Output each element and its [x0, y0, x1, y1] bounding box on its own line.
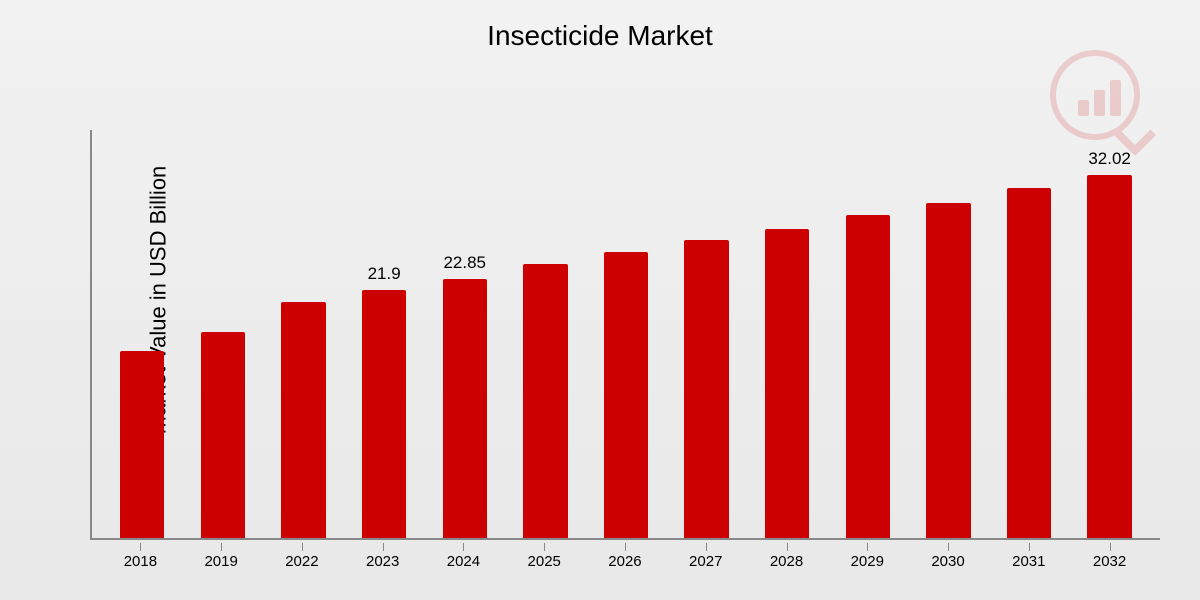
bar-group: [102, 130, 183, 538]
chart-container: Insecticide Market Market Value in USD B…: [0, 0, 1200, 600]
x-tick-label: 2018: [100, 553, 181, 570]
bar: [926, 203, 970, 538]
bar-group: [586, 130, 667, 538]
bar-group: 32.02: [1069, 130, 1150, 538]
bar: [604, 252, 648, 538]
bar-group: 22.85: [424, 130, 505, 538]
x-tick-label: 2019: [181, 553, 262, 570]
watermark-logo-icon: [1050, 50, 1140, 140]
bar: [201, 332, 245, 538]
x-tick-label: 2022: [262, 553, 343, 570]
bar-value-label: 22.85: [443, 253, 486, 273]
bar: [765, 229, 809, 538]
bar-group: 21.9: [344, 130, 425, 538]
bar-group: [505, 130, 586, 538]
bar: [846, 215, 890, 538]
bar: [120, 351, 164, 538]
bar: [362, 290, 406, 538]
bar-group: [747, 130, 828, 538]
x-tick-label: 2025: [504, 553, 585, 570]
x-tick-label: 2024: [423, 553, 504, 570]
x-tick-label: 2023: [342, 553, 423, 570]
bar: [523, 264, 567, 538]
bar-group: [666, 130, 747, 538]
bar: [1087, 175, 1131, 538]
bars-container: 21.9 22.85 32.02: [92, 130, 1160, 538]
bar: [443, 279, 487, 538]
x-tick-label: 2031: [988, 553, 1069, 570]
x-tick-label: 2026: [585, 553, 666, 570]
bar-group: [263, 130, 344, 538]
x-axis: 2018201920222023202420252026202720282029…: [90, 553, 1160, 570]
x-tick-label: 2029: [827, 553, 908, 570]
bar: [1007, 188, 1051, 538]
bar-group: [183, 130, 264, 538]
chart-title: Insecticide Market: [487, 20, 713, 52]
x-tick-label: 2028: [746, 553, 827, 570]
bar-group: [827, 130, 908, 538]
bar: [684, 240, 728, 538]
x-tick-label: 2032: [1069, 553, 1150, 570]
bar: [281, 302, 325, 538]
x-tick-label: 2030: [908, 553, 989, 570]
bar-group: [908, 130, 989, 538]
bar-value-label: 32.02: [1088, 149, 1131, 169]
bar-value-label: 21.9: [368, 264, 401, 284]
bar-group: [989, 130, 1070, 538]
plot-area: 21.9 22.85 32.02: [90, 130, 1160, 540]
x-tick-label: 2027: [665, 553, 746, 570]
